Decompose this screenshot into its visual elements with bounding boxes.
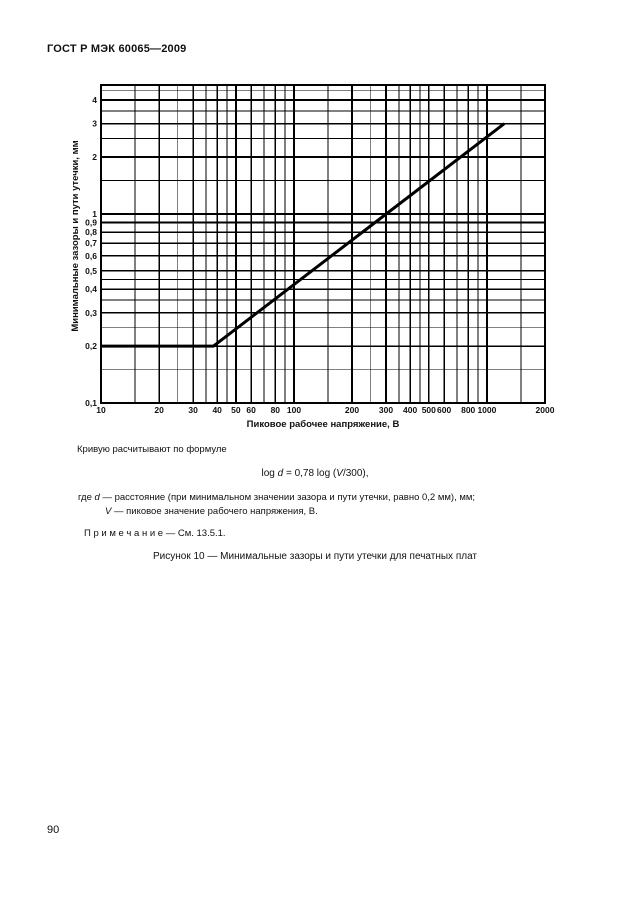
y-tick-label: 0,1	[85, 398, 97, 408]
formula-post: /300),	[342, 468, 369, 479]
where-definition-v: V — пиковое значение рабочего напряжения…	[105, 506, 318, 517]
formula: log d = 0,78 log (V/300),	[0, 468, 630, 479]
x-tick-label: 100	[287, 405, 301, 415]
x-tick-label: 400	[403, 405, 417, 415]
x-tick-label: 300	[379, 405, 393, 415]
y-tick-label: 4	[92, 95, 97, 105]
figure-10-chart: 10 20 30 40 50 60 80 100 200 300 400 500 600 800 1000 2…	[70, 83, 555, 430]
x-tick-label: 60	[246, 405, 256, 415]
y-tick-label: 0,4	[85, 284, 97, 294]
formula-var-d: d	[277, 468, 284, 479]
document-header: ГОСТ Р МЭК 60065—2009	[47, 43, 187, 55]
formula-log: log	[261, 468, 278, 479]
y-tick-label: 0,7	[85, 238, 97, 248]
figure-caption: Рисунок 10 — Минимальные зазоры и пути у…	[153, 551, 477, 562]
x-tick-label: 500	[422, 405, 436, 415]
x-tick-label: 80	[271, 405, 281, 415]
y-tick-label: 3	[92, 119, 97, 129]
x-tick-label: 30	[188, 405, 198, 415]
x-tick-label: 800	[461, 405, 475, 415]
y-tick-label: 1	[92, 209, 97, 219]
y-tick-label: 0,8	[85, 227, 97, 237]
x-tick-label: 2000	[536, 405, 555, 415]
y-tick-label: 0,6	[85, 251, 97, 261]
y-tick-label: 2	[92, 152, 97, 162]
clearance-creepage-chart: 10 20 30 40 50 60 80 100 200 300 400 500 600 800 1000 2…	[70, 83, 555, 430]
where-v-text: — пиковое значение рабочего напряжения, …	[111, 506, 318, 517]
formula-var-v: V	[336, 468, 343, 479]
x-tick-label: 1000	[477, 405, 496, 415]
where-var-d: d	[94, 492, 100, 503]
x-tick-label: 600	[437, 405, 451, 415]
y-tick-label: 0,5	[85, 266, 97, 276]
x-tick-label: 50	[231, 405, 241, 415]
x-tick-label: 10	[96, 405, 106, 415]
x-tick-label: 40	[212, 405, 222, 415]
where-lead: где	[78, 492, 95, 503]
y-tick-label: 0,3	[85, 308, 97, 318]
formula-mid: = 0,78 log (	[283, 468, 337, 479]
formula-intro-text: Кривую расчитывают по формуле	[77, 444, 227, 455]
where-var-v: V	[105, 506, 112, 517]
y-tick-label: 0,9	[85, 218, 97, 228]
y-axis-title: Минимальные зазоры и пути утечки, мм	[70, 140, 81, 331]
x-axis-title: Пиковое рабочее напряжение, В	[247, 419, 400, 430]
page-number: 90	[47, 824, 60, 836]
x-tick-label: 200	[345, 405, 359, 415]
curve-minimal-clearance	[101, 122, 506, 348]
x-tick-label: 20	[154, 405, 164, 415]
plot-frame	[99, 83, 547, 405]
note-text: П р и м е ч а н и е — См. 13.5.1.	[84, 528, 226, 539]
where-d-text: — расстояние (при минимальном значении з…	[99, 492, 476, 503]
where-definition-d: где d — расстояние (при минимальном знач…	[78, 492, 475, 503]
y-tick-label: 0,2	[85, 341, 97, 351]
